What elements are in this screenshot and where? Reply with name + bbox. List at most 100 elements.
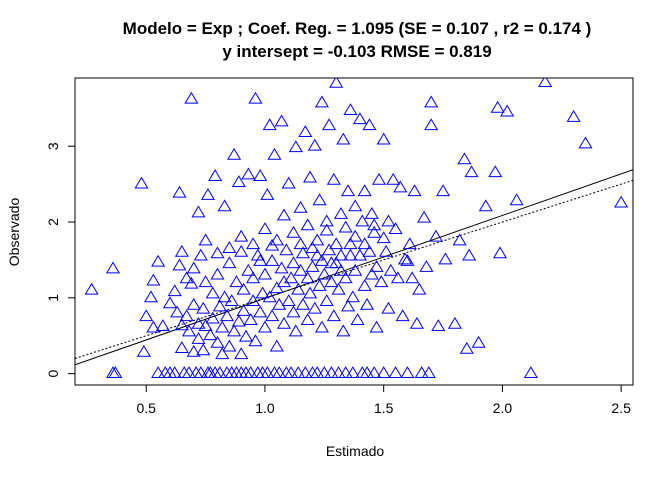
- data-point: [136, 344, 151, 357]
- data-point: [303, 170, 318, 183]
- data-point: [167, 366, 182, 379]
- data-point: [298, 366, 313, 379]
- data-point: [276, 275, 292, 288]
- data-point: [272, 366, 287, 379]
- data-point: [414, 366, 429, 379]
- data-point: [341, 184, 356, 197]
- data-point: [172, 185, 187, 198]
- data-point: [205, 286, 220, 299]
- data-point: [231, 175, 246, 188]
- data-point: [200, 188, 216, 200]
- data-point: [303, 286, 318, 299]
- data-point: [343, 237, 358, 250]
- data-point: [307, 138, 322, 151]
- data-point: [227, 147, 242, 160]
- data-point: [352, 112, 367, 125]
- data-point: [367, 218, 382, 231]
- data-point: [105, 261, 121, 274]
- y-tick-label: 1: [45, 294, 61, 302]
- data-point: [284, 366, 299, 379]
- data-point: [360, 297, 375, 310]
- data-point: [357, 278, 372, 291]
- data-point: [236, 282, 251, 295]
- data-point: [317, 366, 332, 379]
- data-point: [435, 184, 451, 197]
- data-point: [310, 248, 325, 261]
- data-point: [227, 324, 242, 337]
- y-axis: 0 1 2 3: [45, 142, 75, 378]
- data-point: [167, 284, 182, 297]
- data-point: [291, 366, 306, 379]
- data-point: [314, 253, 329, 266]
- data-point: [269, 233, 284, 246]
- plot-area: [74, 77, 634, 386]
- data-point: [288, 140, 303, 153]
- data-point: [314, 320, 329, 333]
- data-point: [310, 233, 325, 246]
- data-point: [222, 241, 237, 253]
- data-point: [172, 258, 187, 271]
- data-point: [217, 199, 232, 212]
- data-point: [291, 282, 306, 295]
- data-point: [234, 229, 249, 242]
- data-point: [471, 335, 486, 348]
- data-point: [260, 366, 275, 379]
- data-point: [338, 366, 353, 379]
- data-point: [369, 260, 384, 272]
- data-point: [319, 223, 334, 236]
- data-point: [274, 114, 289, 127]
- data-point: [210, 335, 225, 348]
- data-point: [139, 309, 154, 322]
- data-point: [286, 256, 301, 269]
- data-point: [462, 248, 477, 261]
- data-point: [281, 176, 296, 189]
- data-point: [238, 329, 254, 342]
- data-point: [490, 100, 505, 113]
- data-point: [312, 193, 327, 206]
- data-point: [412, 282, 427, 295]
- data-point: [272, 297, 287, 310]
- data-point: [155, 319, 170, 332]
- data-point: [424, 118, 439, 131]
- data-point: [234, 347, 249, 360]
- data-point: [269, 339, 284, 352]
- data-point: [217, 290, 232, 303]
- data-point: [400, 366, 415, 379]
- data-point: [409, 316, 424, 329]
- data-point: [614, 195, 629, 208]
- data-point: [367, 225, 382, 238]
- data-point: [374, 275, 389, 288]
- chart-title-line-1: Modelo = Exp ; Coef. Reg. = 1.095 (SE = …: [123, 19, 592, 38]
- data-point: [386, 172, 401, 185]
- data-point: [170, 305, 185, 318]
- data-point: [250, 248, 265, 261]
- data-point: [402, 237, 417, 250]
- data-point: [452, 233, 467, 246]
- data-point: [196, 343, 211, 356]
- data-point: [500, 104, 515, 117]
- data-point: [333, 263, 348, 276]
- data-point: [310, 366, 325, 379]
- chart-title-line-2: y intersept = -0.103 RMSE = 0.819: [222, 42, 491, 61]
- data-point: [314, 95, 329, 108]
- data-point: [390, 271, 405, 284]
- data-point: [393, 180, 408, 193]
- data-point: [146, 320, 161, 333]
- data-point: [566, 109, 581, 122]
- data-point: [348, 263, 363, 276]
- data-point: [317, 267, 332, 280]
- data-point: [523, 366, 538, 379]
- data-point: [191, 205, 206, 218]
- data-point: [186, 261, 201, 274]
- data-point: [350, 313, 365, 325]
- data-point: [174, 318, 189, 331]
- data-point: [146, 273, 161, 286]
- data-point: [208, 169, 223, 181]
- data-point: [293, 200, 308, 213]
- data-point: [326, 309, 341, 322]
- data-point: [248, 334, 263, 347]
- data-point: [162, 296, 178, 309]
- data-point: [305, 241, 320, 253]
- data-point: [257, 320, 273, 333]
- data-point: [276, 208, 292, 221]
